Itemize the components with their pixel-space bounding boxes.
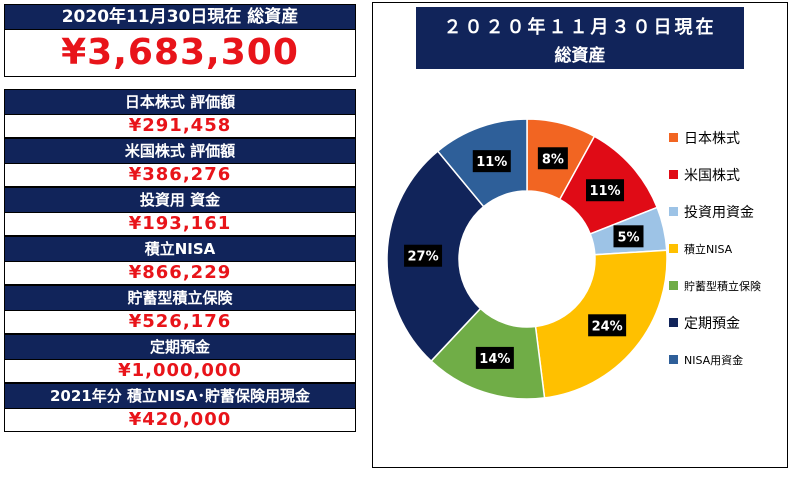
- asset-item-value: ¥291,458: [4, 115, 356, 138]
- legend-swatch: [669, 133, 678, 142]
- slice-label-text: 5%: [617, 230, 639, 245]
- asset-summary-panel: 2020年11月30日現在 総資産 ¥3,683,300 日本株式 評価額 ¥2…: [4, 4, 356, 432]
- slice-label-6: 11%: [472, 150, 511, 173]
- asset-item-list: 日本株式 評価額 ¥291,458 米国株式 評価額 ¥386,276 投資用 …: [4, 89, 356, 432]
- legend-label: 投資用資金: [684, 205, 754, 221]
- legend-label: 日本株式: [684, 131, 740, 147]
- legend-label: 米国株式: [684, 168, 740, 184]
- slice-label-1: 11%: [586, 179, 625, 202]
- slice-label-text: 14%: [479, 352, 510, 367]
- asset-item-label: 積立NISA: [4, 236, 356, 262]
- chart-title-line2: 総資産: [554, 46, 606, 66]
- total-assets-value: ¥3,683,300: [4, 30, 356, 77]
- legend-label: NISA用資金: [684, 354, 744, 367]
- asset-item-label: 米国株式 評価額: [4, 138, 356, 164]
- legend-swatch: [669, 207, 678, 216]
- slice-label-text: 24%: [592, 319, 623, 334]
- asset-item-label: 貯蓄型積立保険: [4, 285, 356, 311]
- legend-label: 積立NISA: [684, 243, 733, 256]
- asset-item-label: 投資用 資金: [4, 187, 356, 213]
- legend-swatch: [669, 281, 678, 290]
- slice-label-text: 11%: [476, 155, 507, 170]
- slice-label-text: 27%: [407, 250, 438, 265]
- legend-label: 貯蓄型積立保険: [684, 280, 761, 293]
- legend-swatch: [669, 244, 678, 253]
- asset-item-value: ¥386,276: [4, 164, 356, 187]
- asset-item-label: 2021年分 積立NISA･貯蓄保険用現金: [4, 383, 356, 409]
- slice-label-4: 14%: [475, 346, 514, 369]
- asset-item-label: 日本株式 評価額: [4, 89, 356, 115]
- asset-item-value: ¥526,176: [4, 311, 356, 334]
- asset-item-value: ¥420,000: [4, 409, 356, 432]
- slice-label-text: 11%: [589, 184, 620, 199]
- asset-item-label: 定期預金: [4, 334, 356, 360]
- slice-label-5: 27%: [404, 244, 443, 267]
- slice-label-2: 5%: [613, 225, 644, 248]
- legend-swatch: [669, 170, 678, 179]
- slice-label-text: 8%: [542, 152, 564, 167]
- asset-item-value: ¥1,000,000: [4, 360, 356, 383]
- asset-item-value: ¥193,161: [4, 213, 356, 236]
- legend-swatch: [669, 318, 678, 327]
- total-assets-label: 2020年11月30日現在 総資産: [4, 4, 356, 30]
- legend-label: 定期預金: [684, 316, 740, 332]
- legend-swatch: [669, 355, 678, 364]
- chart-panel: 8% 11% 5% 24% 14% 27% 11% ２０２０年１１月３０日現在 総資産 日本…: [372, 2, 788, 468]
- asset-item-value: ¥866,229: [4, 262, 356, 285]
- chart-title: ２０２０年１１月３０日現在 総資産: [416, 7, 744, 69]
- donut-chart: 8% 11% 5% 24% 14% 27% 11%: [386, 118, 668, 400]
- chart-title-line1: ２０２０年１１月３０日現在: [443, 17, 717, 38]
- slice-label-3: 24%: [588, 314, 627, 337]
- slice-label-0: 8%: [537, 147, 568, 170]
